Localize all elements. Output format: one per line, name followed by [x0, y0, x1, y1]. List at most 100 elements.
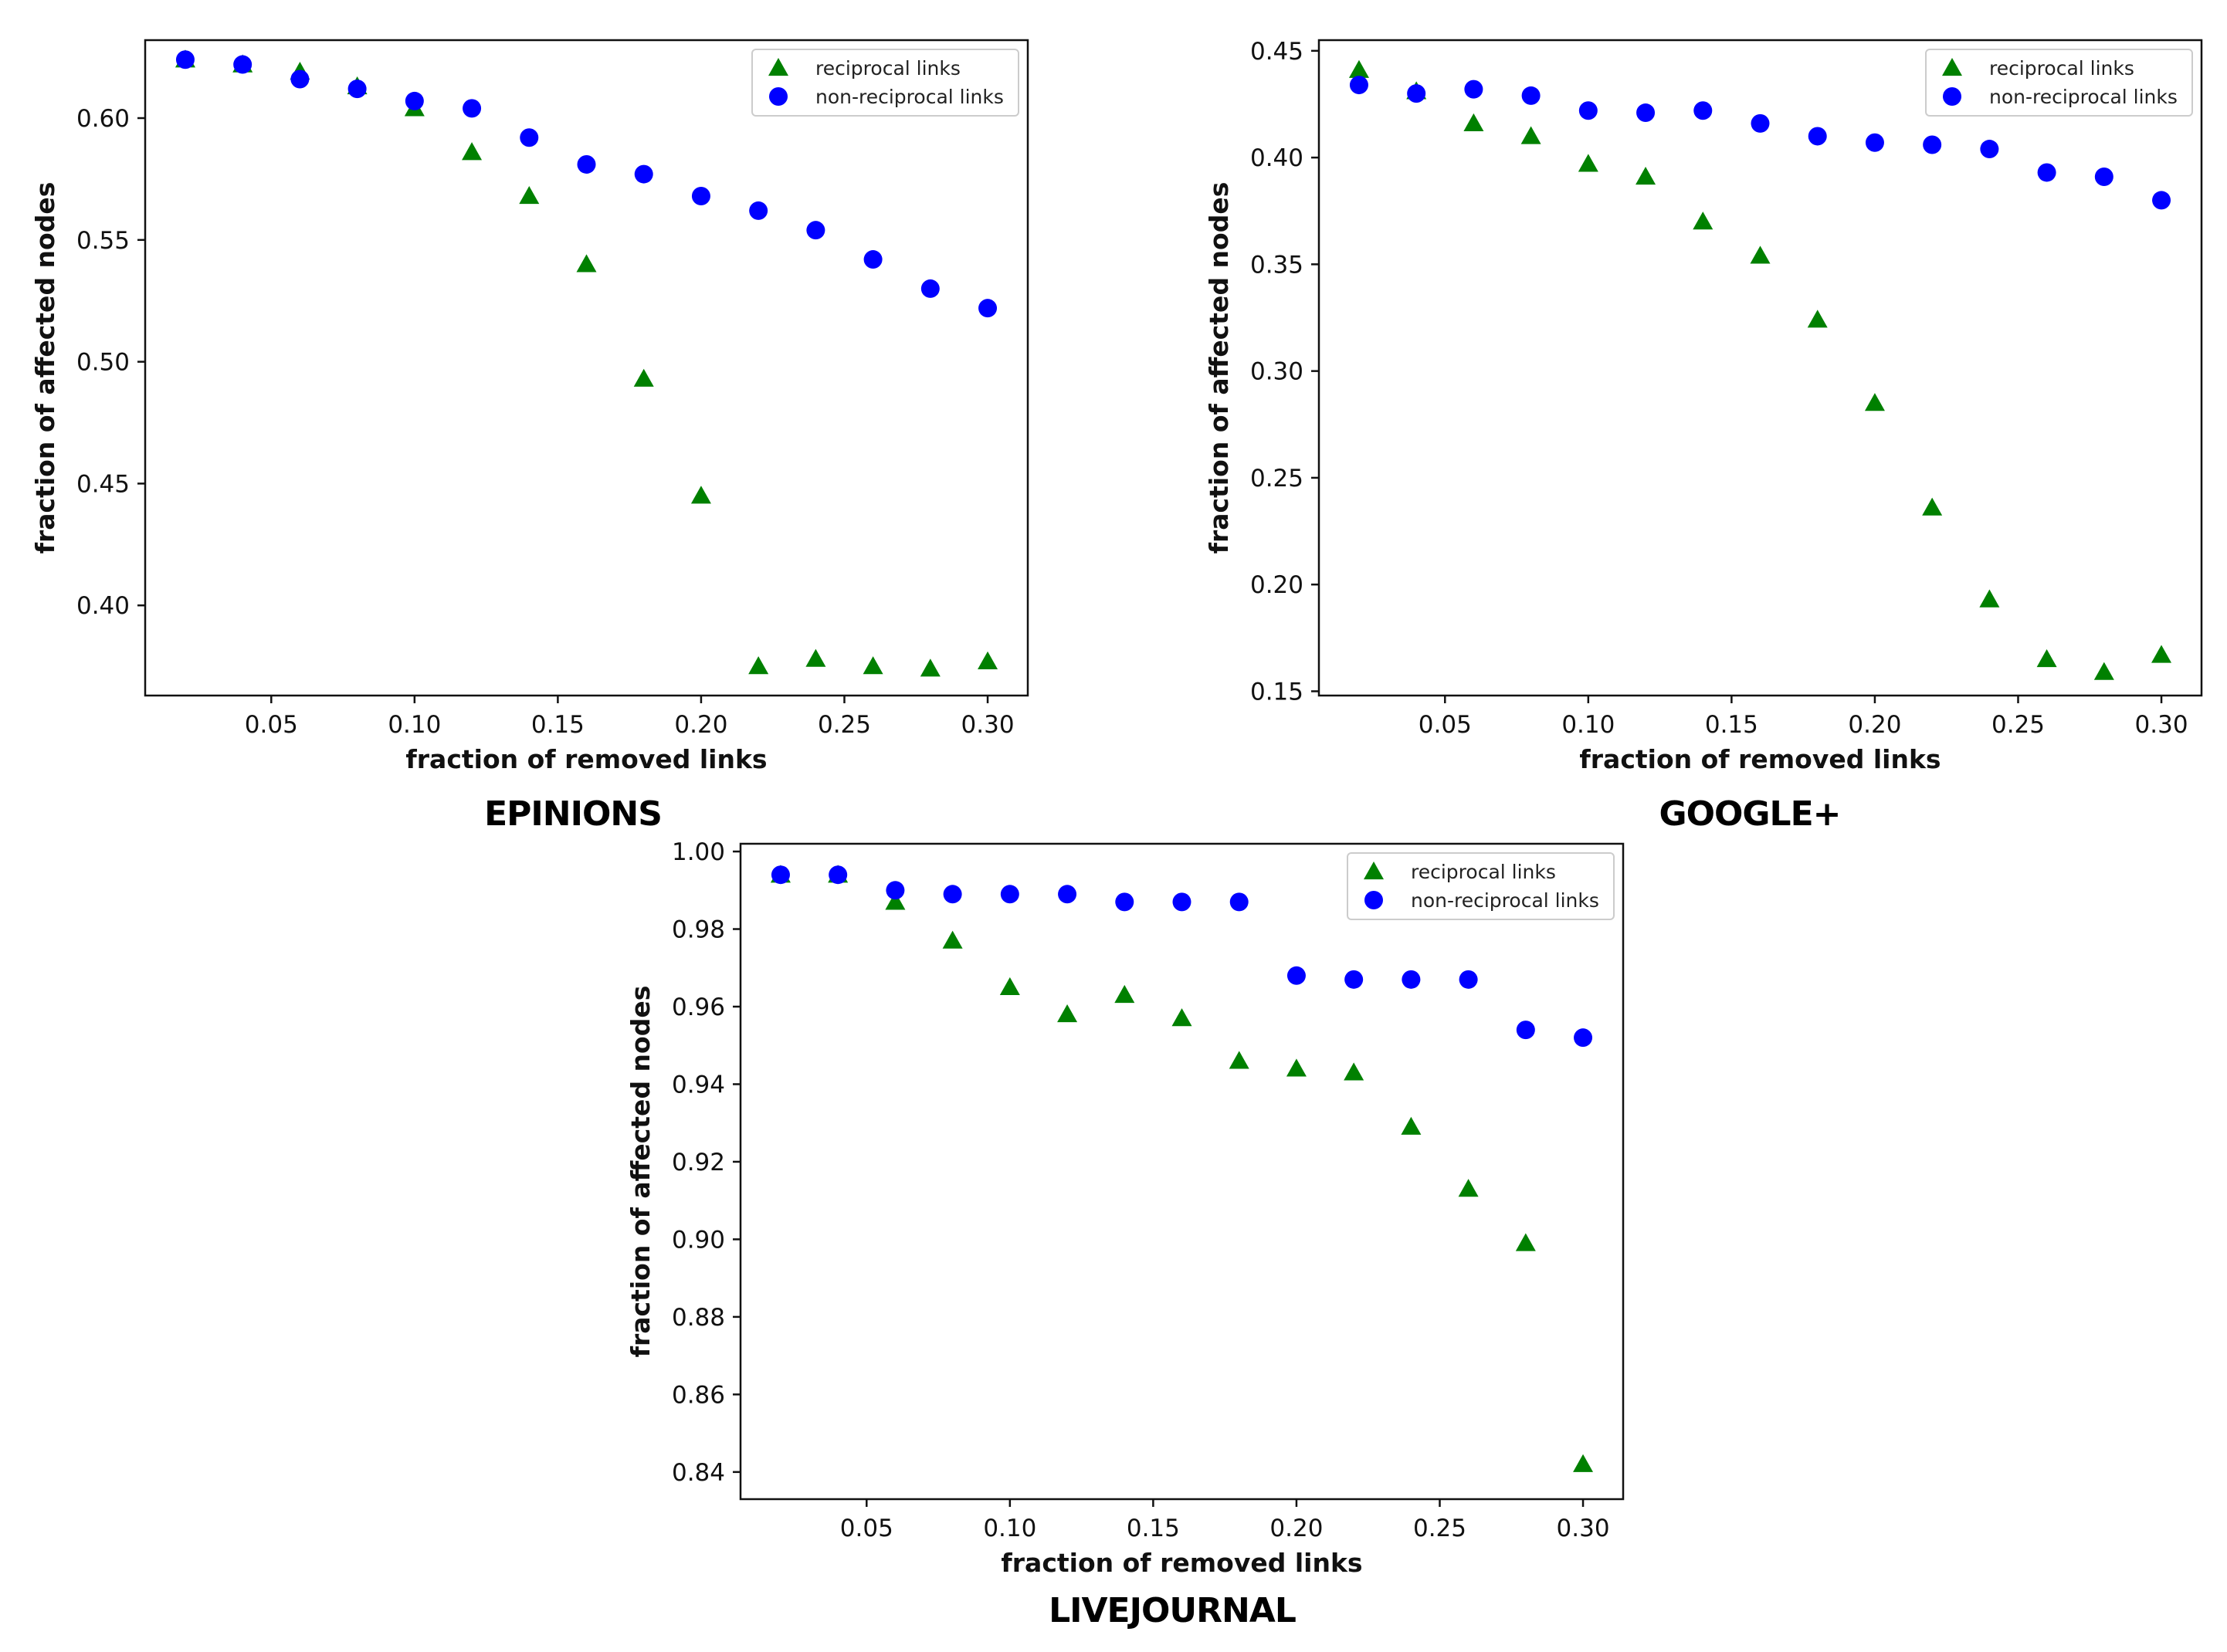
- y-tick-label: 0.25: [1250, 465, 1303, 493]
- reciprocal-point: [1171, 1008, 1192, 1027]
- x-axis-title: fraction of removed links: [405, 744, 767, 774]
- dataset-label-googleplus: GOOGLE+: [1659, 794, 1841, 834]
- y-tick-label: 0.15: [1250, 678, 1303, 706]
- legend-label: non-reciprocal links: [815, 86, 1004, 108]
- reciprocal-point: [1922, 497, 1943, 516]
- non-reciprocal-point: [634, 164, 653, 184]
- non-reciprocal-point: [1521, 86, 1541, 105]
- reciprocal-point: [863, 656, 883, 675]
- chart-livejournal: 0.05 0.10 0.15 0.20 0.25 0.30 0.84 0.86 0.88 0.90…: [625, 838, 1625, 1578]
- x-tick-label: 0.10: [983, 1515, 1036, 1542]
- reciprocal-point: [942, 930, 963, 949]
- reciprocal-point: [1520, 126, 1541, 144]
- y-tick-label: 0.60: [76, 105, 130, 133]
- reciprocal-point: [1229, 1051, 1249, 1069]
- x-tick-label: 0.15: [1127, 1515, 1180, 1542]
- reciprocal-point: [2093, 662, 2114, 680]
- x-tick-label: 0.30: [2135, 711, 2188, 739]
- dataset-label-livejournal: LIVEJOURNAL: [1049, 1591, 1296, 1630]
- reciprocal-point: [978, 651, 998, 669]
- non-reciprocal-point: [290, 69, 310, 89]
- y-tick-label: 0.98: [672, 916, 725, 944]
- legend-box: [1925, 49, 2193, 117]
- y-tick-label: 0.50: [76, 349, 130, 377]
- x-tick-label: 0.05: [245, 711, 298, 739]
- non-reciprocal-point: [1172, 892, 1191, 912]
- legend-triangle-marker: [1364, 862, 1384, 880]
- non-reciprocal-point: [1286, 966, 1306, 985]
- non-reciprocal-point: [1344, 970, 1364, 989]
- y-axis-title: fraction of affected nodes: [30, 182, 60, 554]
- non-reciprocal-point: [1636, 103, 1656, 123]
- legend-circle-marker: [1364, 891, 1383, 909]
- x-tick-label: 0.20: [1269, 1515, 1323, 1542]
- legend: reciprocal links non-reciprocal links: [751, 49, 1019, 117]
- reciprocal-point: [1636, 166, 1656, 185]
- non-reciprocal-point: [1808, 127, 1827, 146]
- x-tick-label: 0.25: [1991, 711, 2045, 739]
- non-reciprocal-point: [520, 128, 539, 147]
- y-axis-title: fraction of affected nodes: [625, 986, 656, 1358]
- x-tick-label: 0.05: [840, 1515, 893, 1542]
- reciprocal-point: [999, 977, 1020, 996]
- x-tick-label: 0.25: [1413, 1515, 1466, 1542]
- non-reciprocal-point: [577, 154, 596, 174]
- y-tick-label: 0.92: [672, 1149, 725, 1176]
- reciprocal-point: [462, 142, 483, 161]
- non-reciprocal-point: [1229, 892, 1249, 912]
- dataset-label-epinions: EPINIONS: [484, 794, 662, 834]
- reciprocal-point: [885, 892, 906, 910]
- non-reciprocal-point: [691, 186, 710, 205]
- reciprocal-point: [748, 656, 769, 675]
- reciprocal-point: [1578, 154, 1598, 172]
- reciprocal-point: [576, 254, 597, 273]
- plot-frame: [1317, 39, 2203, 697]
- reciprocal-point: [805, 648, 826, 667]
- reciprocal-point: [1401, 1116, 1422, 1135]
- reciprocal-point: [1750, 245, 1771, 264]
- non-reciprocal-point: [1407, 84, 1426, 103]
- non-reciprocal-point: [1865, 133, 1884, 152]
- non-reciprocal-point: [943, 885, 962, 904]
- reciprocal-point: [1573, 1454, 1594, 1472]
- non-reciprocal-point: [978, 299, 998, 318]
- x-tick-label: 0.15: [531, 711, 585, 739]
- legend-label: reciprocal links: [1411, 861, 1556, 883]
- legend: reciprocal links non-reciprocal links: [1347, 852, 1615, 920]
- non-reciprocal-point: [1115, 892, 1134, 912]
- y-tick-label: 0.30: [1250, 358, 1303, 386]
- y-tick-label: 0.94: [672, 1071, 725, 1099]
- legend-label: non-reciprocal links: [1411, 889, 1599, 912]
- non-reciprocal-point: [806, 221, 825, 240]
- reciprocal-point: [1463, 113, 1484, 131]
- y-tick-label: 0.35: [1250, 251, 1303, 279]
- y-tick-label: 0.86: [672, 1381, 725, 1409]
- reciprocal-point: [1807, 310, 1828, 328]
- non-reciprocal-point: [1516, 1021, 1535, 1040]
- non-reciprocal-point: [1923, 135, 1942, 154]
- non-reciprocal-point: [1402, 970, 1421, 989]
- plot-frame: [739, 842, 1625, 1501]
- legend-label: non-reciprocal links: [1989, 86, 2178, 108]
- reciprocal-point: [1864, 393, 1885, 411]
- legend-label: reciprocal links: [815, 57, 961, 80]
- non-reciprocal-point: [863, 250, 883, 269]
- non-reciprocal-point: [2037, 163, 2056, 182]
- reciprocal-point: [2151, 645, 2172, 663]
- y-tick-label: 0.45: [76, 470, 130, 498]
- non-reciprocal-point: [1459, 970, 1478, 989]
- x-tick-label: 0.20: [1848, 711, 1901, 739]
- non-reciprocal-point: [233, 55, 253, 74]
- reciprocal-point: [690, 486, 711, 504]
- x-tick-label: 0.15: [1705, 711, 1758, 739]
- y-tick-label: 0.84: [672, 1459, 725, 1487]
- non-reciprocal-point: [886, 881, 905, 900]
- x-tick-label: 0.10: [388, 711, 441, 739]
- non-reciprocal-point: [829, 865, 848, 885]
- non-reciprocal-point: [1058, 885, 1077, 904]
- legend-circle-marker: [769, 87, 788, 106]
- non-reciprocal-point: [1578, 101, 1598, 120]
- y-tick-label: 0.20: [1250, 571, 1303, 599]
- reciprocal-point: [1515, 1233, 1536, 1251]
- reciprocal-point: [1057, 1004, 1078, 1023]
